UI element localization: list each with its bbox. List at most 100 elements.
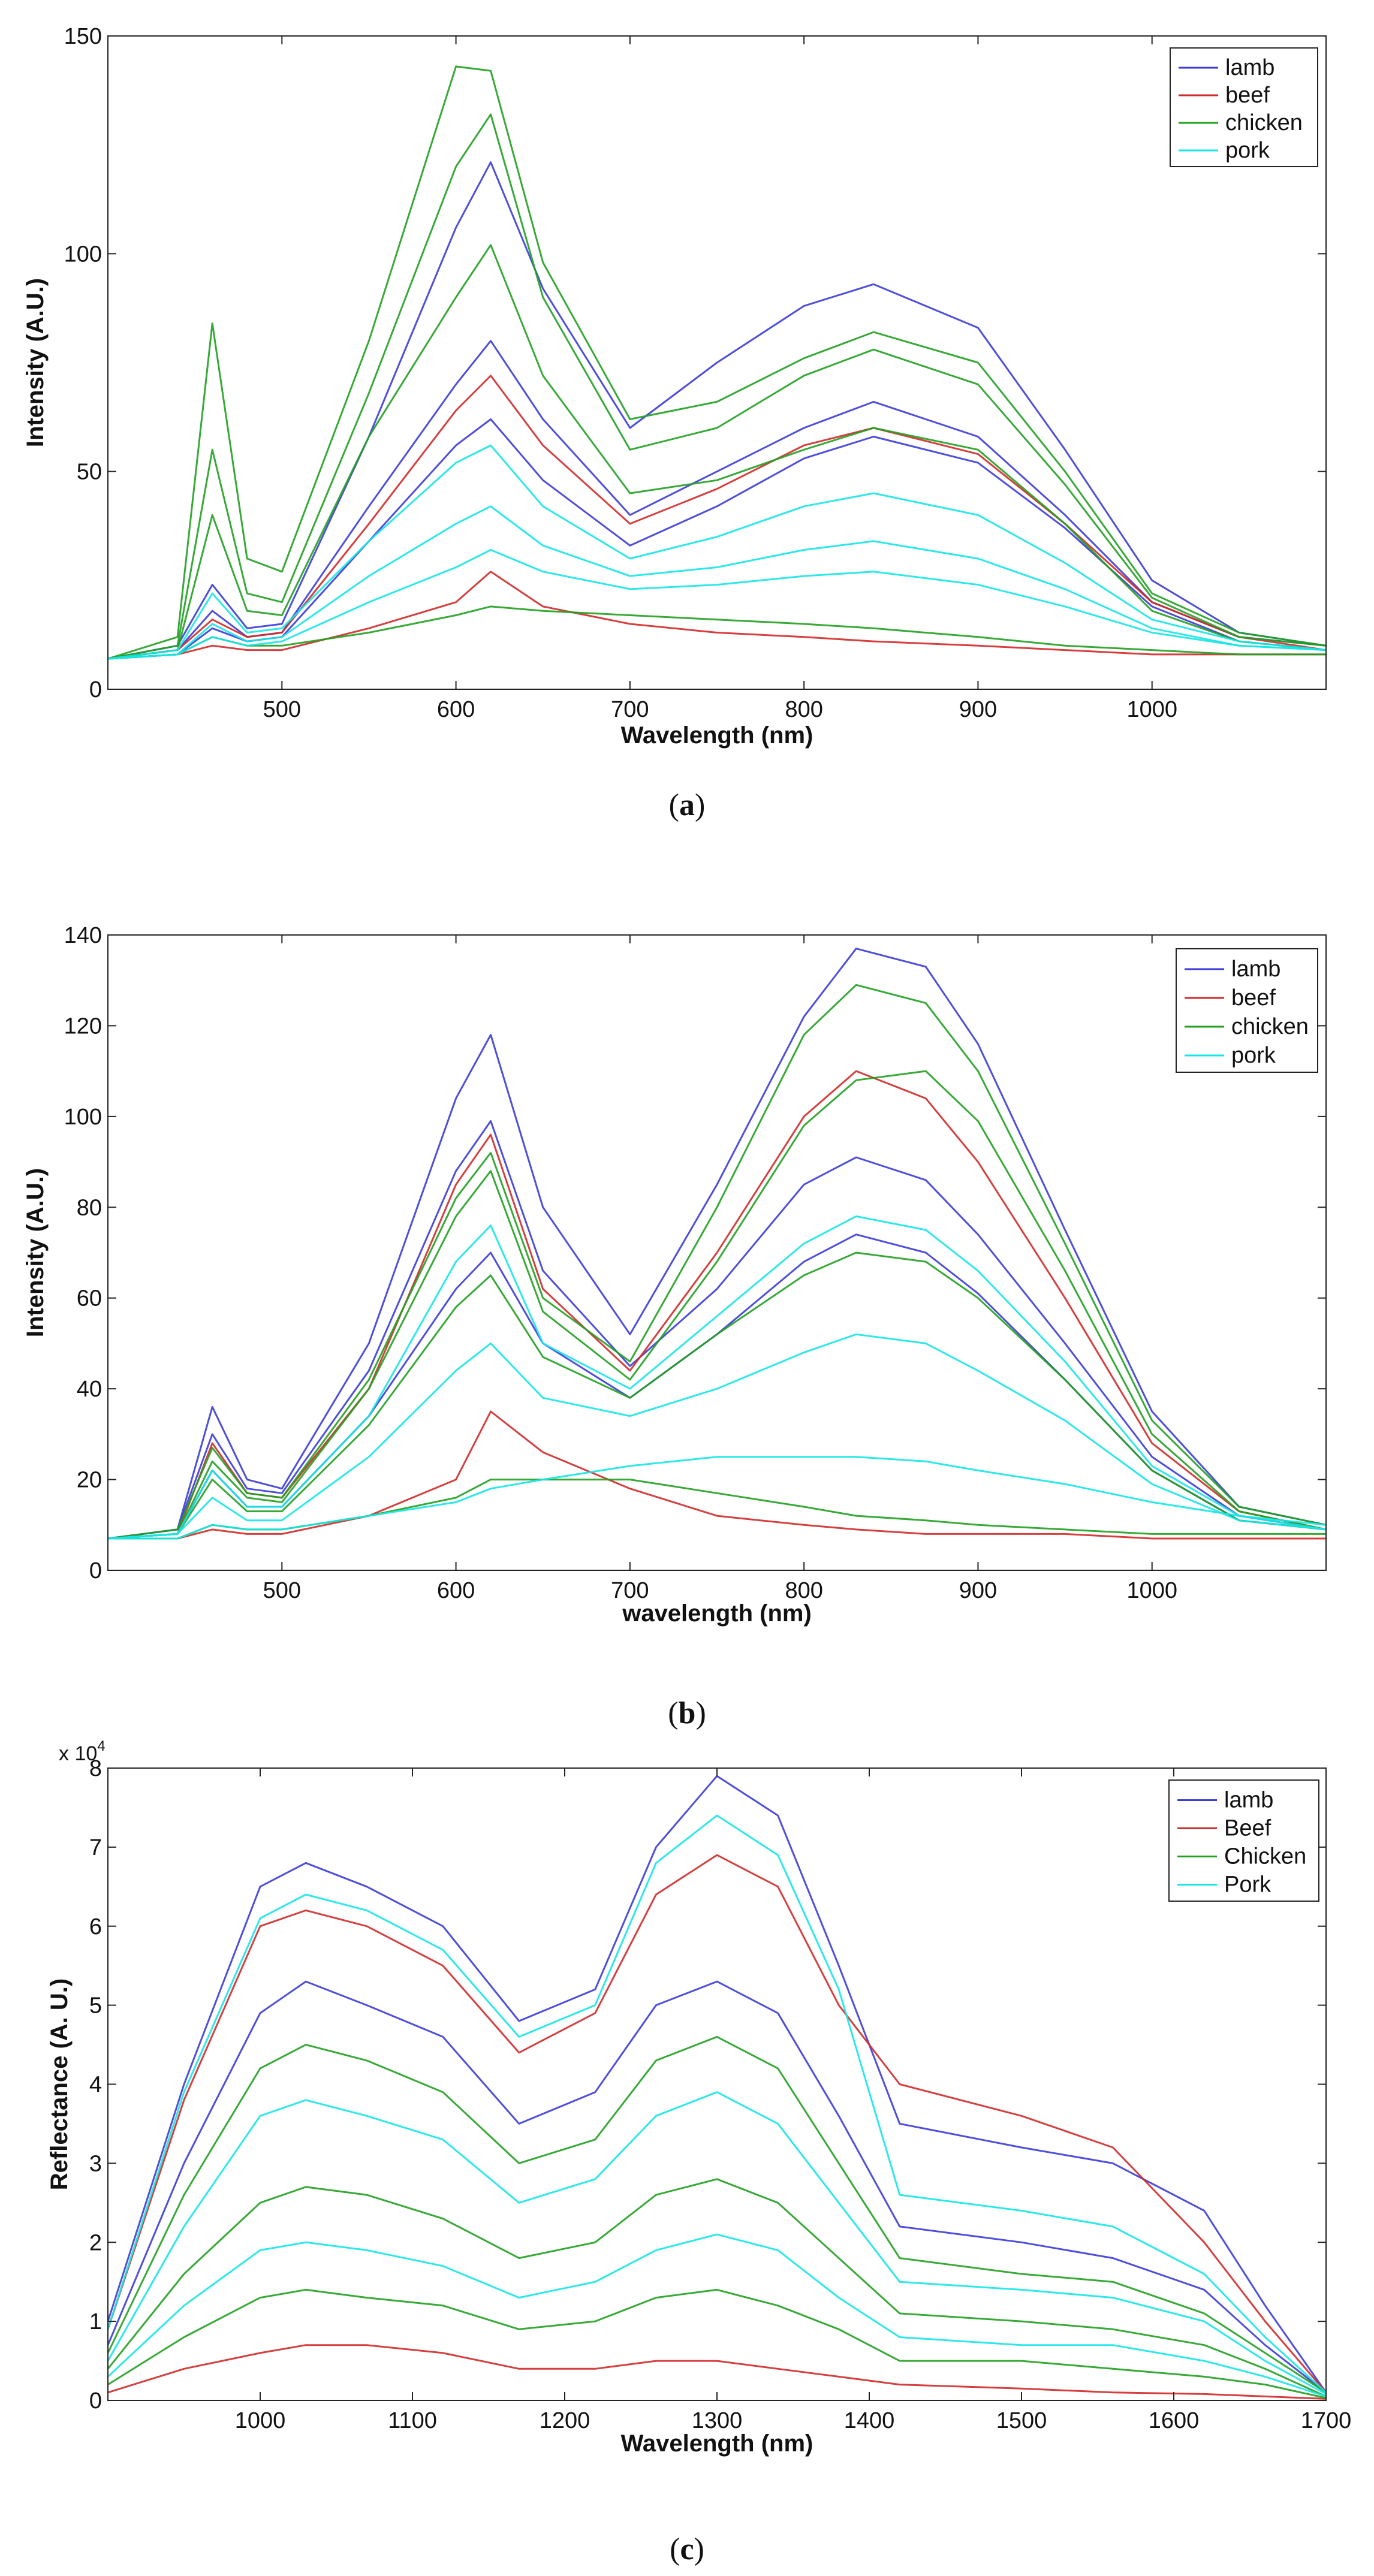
y-tick-label: 120 [64, 1013, 102, 1039]
legend-label-beef: beef [1225, 83, 1270, 108]
y-tick-label: 50 [77, 460, 102, 485]
legend: lamb beef chicken pork [1176, 948, 1318, 1073]
y-tick-label: 0 [89, 677, 102, 702]
y-tick-label: 40 [77, 1377, 102, 1402]
panel-c: 1000 1100 1200 1300 1400 1500 1600 1700 0 1 2 3 4 5 6 7… [46, 1738, 1351, 2566]
x-tick-label: 600 [437, 1578, 475, 1603]
series-line-pork-9 [108, 444, 1326, 660]
panel-b: 500 600 700 800 900 1000 0 20 40 60 80 100 120 140 wav… [22, 923, 1327, 1730]
y-tick-label: 60 [77, 1286, 102, 1311]
series-group [108, 65, 1326, 660]
x-tick-label: 900 [959, 697, 997, 722]
plot-c-area: 1000 1100 1200 1300 1400 1500 1600 1700 0 1 2 3 4 5 6 7… [46, 1756, 1351, 2457]
series-line-pork-7 [108, 1814, 1326, 2393]
series-line-lamb-1 [108, 340, 1326, 660]
y-tick-label: 3 [89, 2151, 102, 2176]
series-line-lamb-0 [108, 161, 1326, 660]
series-line-pork-8 [108, 2091, 1326, 2395]
axes-frame [107, 35, 1327, 690]
series-line-chicken-5 [108, 984, 1326, 1540]
x-tick-label: 1300 [692, 2408, 743, 2433]
legend-label-chicken: chicken [1225, 110, 1303, 135]
series-line-beef-3 [108, 375, 1326, 660]
plot-background [108, 1768, 1326, 2400]
legend-label-lamb: lamb [1224, 1788, 1273, 1813]
x-tick-label: 500 [263, 1578, 301, 1603]
y-tick-label: 7 [89, 1835, 102, 1860]
y-tick-label: 20 [77, 1468, 102, 1493]
legend-label-pork: pork [1225, 138, 1270, 163]
y-tick-label: 150 [64, 24, 102, 49]
y-axis-label: Reflectance (A. U.) [46, 1978, 73, 2190]
series-line-beef-2 [108, 1854, 1326, 2393]
legend-label-chicken: chicken [1231, 1014, 1309, 1039]
series-group [108, 1775, 1326, 2400]
legend-label-chicken: Chicken [1224, 1844, 1306, 1869]
series-group [108, 948, 1326, 1540]
y-tick-label: 100 [64, 242, 102, 267]
series-line-pork-9 [108, 1215, 1326, 1540]
series-line-chicken-7 [108, 244, 1326, 660]
x-tick-label: 1100 [388, 2408, 437, 2433]
x-tick-label: 800 [785, 697, 822, 722]
y-tick-label: 0 [89, 1558, 102, 1583]
legend-label-pork: pork [1231, 1043, 1276, 1068]
series-line-beef-3 [108, 2344, 1326, 2400]
legend-label-beef: beef [1231, 985, 1276, 1011]
series-line-lamb-0 [108, 948, 1326, 1540]
y-axis-label: Intensity (A.U.) [22, 1168, 49, 1337]
x-tick-label: 900 [959, 1578, 997, 1603]
x-tick-label: 500 [263, 697, 301, 722]
caption-c: (c) [670, 2532, 704, 2566]
y-tick-label: 80 [77, 1195, 102, 1220]
caption-a: (a) [669, 788, 706, 822]
series-line-pork-9 [108, 2233, 1326, 2397]
legend-label-beef: Beef [1224, 1816, 1271, 1841]
x-tick-label: 1000 [1126, 1578, 1177, 1603]
series-line-pork-10 [108, 1333, 1326, 1540]
legend-label-lamb: lamb [1231, 957, 1280, 982]
x-axis-label: Wavelength (nm) [621, 2430, 813, 2457]
series-line-chicken-5 [108, 65, 1326, 660]
y-tick-label: 140 [64, 923, 102, 948]
x-tick-label: 1400 [844, 2408, 895, 2433]
series-line-chicken-7 [108, 1251, 1326, 1540]
series-line-chicken-6 [108, 2288, 1326, 2399]
y-tick-label: 4 [89, 2073, 102, 2098]
x-tick-label: 1700 [1301, 2408, 1352, 2433]
series-line-lamb-0 [108, 1775, 1326, 2393]
caption-b: (b) [668, 1696, 706, 1730]
x-tick-label: 1000 [235, 2408, 286, 2433]
panel-a: 500 600 700 800 900 1000 0 50 100 150 Wavelength (… [22, 24, 1327, 822]
series-line-chicken-5 [108, 2178, 1326, 2397]
x-tick-label: 700 [611, 1578, 649, 1603]
series-line-chicken-4 [108, 2035, 1326, 2394]
y-tick-label: 5 [89, 1993, 102, 2019]
y-tick-label: 6 [89, 1914, 102, 1939]
y-multiplier-c: x 104 [59, 1738, 106, 1765]
series-line-lamb-1 [108, 1120, 1326, 1540]
x-tick-label: 700 [611, 697, 649, 722]
x-tick-label: 1000 [1126, 697, 1177, 722]
series-line-beef-4 [108, 1410, 1326, 1540]
legend-label-lamb: lamb [1225, 55, 1274, 80]
series-line-pork-10 [108, 505, 1326, 660]
y-tick-label: 2 [89, 2230, 102, 2255]
x-axis-label: wavelength (nm) [622, 1600, 812, 1627]
series-line-chicken-6 [108, 113, 1326, 660]
series-line-pork-11 [108, 549, 1326, 660]
y-tick-label: 8 [89, 1756, 102, 1781]
plot-a-area: 500 600 700 800 900 1000 0 50 100 150 Wavelength (… [22, 24, 1327, 749]
x-tick-label: 1200 [540, 2408, 590, 2433]
x-axis-label: Wavelength (nm) [621, 722, 813, 749]
y-tick-label: 100 [64, 1105, 102, 1130]
y-tick-label: 1 [89, 2309, 102, 2334]
y-tick-label: 0 [89, 2388, 102, 2414]
x-tick-label: 1600 [1149, 2408, 1200, 2433]
series-line-beef-4 [108, 571, 1326, 660]
axes-frame [107, 934, 1327, 1571]
legend-label-pork: Pork [1224, 1872, 1271, 1898]
series-line-lamb-1 [108, 1980, 1326, 2393]
